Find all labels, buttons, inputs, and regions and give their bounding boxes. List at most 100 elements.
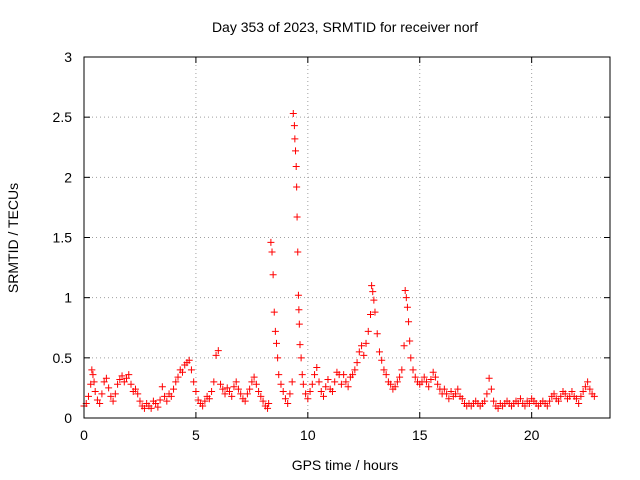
- data-point: [302, 390, 310, 398]
- data-point: [572, 395, 580, 403]
- data-point: [550, 390, 558, 398]
- y-tick-label: 1: [64, 290, 72, 306]
- data-point: [174, 373, 182, 381]
- data-point: [228, 392, 236, 400]
- data-point: [190, 378, 198, 386]
- data-point: [349, 371, 357, 379]
- data-point: [131, 385, 139, 393]
- data-point: [481, 397, 489, 405]
- data-point: [295, 320, 303, 328]
- data-point: [353, 359, 361, 367]
- data-point: [420, 373, 428, 381]
- data-point: [317, 388, 325, 396]
- data-point: [584, 378, 592, 386]
- data-point: [294, 291, 302, 299]
- data-point: [586, 385, 594, 393]
- plot-frame: [83, 56, 611, 419]
- data-point: [380, 366, 388, 374]
- data-point: [136, 397, 144, 405]
- data-point: [304, 395, 312, 403]
- data-point: [431, 373, 439, 381]
- y-tick-label: 3: [64, 49, 72, 65]
- data-point: [192, 388, 200, 396]
- data-point: [364, 327, 372, 335]
- data-point: [521, 402, 529, 410]
- data-point: [84, 392, 92, 400]
- data-point: [259, 397, 267, 405]
- data-point: [370, 296, 378, 304]
- data-point: [268, 248, 276, 256]
- data-point: [267, 238, 275, 246]
- data-point: [279, 388, 287, 396]
- data-point: [248, 378, 256, 386]
- data-point: [217, 380, 225, 388]
- data-point: [308, 380, 316, 388]
- data-point: [295, 306, 303, 314]
- x-tick-label: 15: [412, 427, 428, 443]
- data-point: [396, 373, 404, 381]
- data-point: [199, 402, 207, 410]
- data-point: [561, 390, 569, 398]
- data-point: [241, 397, 249, 405]
- data-point: [393, 378, 401, 386]
- data-point: [360, 351, 368, 359]
- data-point: [406, 337, 414, 345]
- data-point: [445, 395, 453, 403]
- y-axis-label: SRMTID / TECUs: [5, 183, 21, 293]
- y-tick-label: 2.5: [53, 109, 73, 125]
- data-point: [382, 371, 390, 379]
- data-point: [265, 400, 273, 408]
- data-point: [210, 378, 218, 386]
- y-tick-label: 2: [64, 169, 72, 185]
- data-point: [405, 318, 413, 326]
- data-point: [351, 366, 359, 374]
- data-point: [340, 371, 348, 379]
- data-point: [96, 400, 104, 408]
- data-point: [250, 373, 258, 381]
- data-point: [324, 375, 332, 383]
- data-point: [371, 308, 379, 316]
- data-point: [411, 373, 419, 381]
- data-point: [264, 404, 272, 412]
- data-point: [378, 356, 386, 364]
- data-point: [194, 396, 202, 404]
- data-point: [452, 390, 460, 398]
- data-point: [400, 342, 408, 350]
- data-point: [298, 371, 306, 379]
- data-point: [306, 388, 314, 396]
- data-point: [367, 311, 375, 319]
- data-point: [373, 330, 381, 338]
- data-point: [288, 378, 296, 386]
- data-point: [331, 378, 339, 386]
- data-point: [434, 380, 442, 388]
- data-point: [212, 351, 220, 359]
- data-point: [458, 395, 466, 403]
- data-point: [172, 378, 180, 386]
- data-point: [167, 392, 175, 400]
- data-point: [271, 327, 279, 335]
- data-point: [525, 400, 533, 408]
- data-point: [292, 147, 300, 155]
- data-point: [102, 374, 110, 382]
- data-point: [429, 368, 437, 376]
- x-tick-labels: 0 5 10 15 20: [80, 427, 540, 443]
- x-tick-label: 10: [300, 427, 316, 443]
- axis-ticks: [83, 56, 610, 419]
- data-point: [134, 390, 142, 398]
- data-point: [205, 395, 213, 403]
- data-point: [443, 390, 451, 398]
- data-point: [178, 368, 186, 376]
- x-axis-label: GPS time / hours: [292, 457, 399, 473]
- x-tick-label: 5: [192, 427, 200, 443]
- data-point: [255, 388, 263, 396]
- data-point: [581, 383, 589, 391]
- data-point: [281, 395, 289, 403]
- data-point: [494, 404, 502, 412]
- data-point: [313, 363, 321, 371]
- data-point: [403, 303, 411, 311]
- data-point: [237, 390, 245, 398]
- data-point: [311, 371, 319, 379]
- data-point: [154, 403, 162, 411]
- data-point: [294, 248, 302, 256]
- data-point: [170, 385, 178, 393]
